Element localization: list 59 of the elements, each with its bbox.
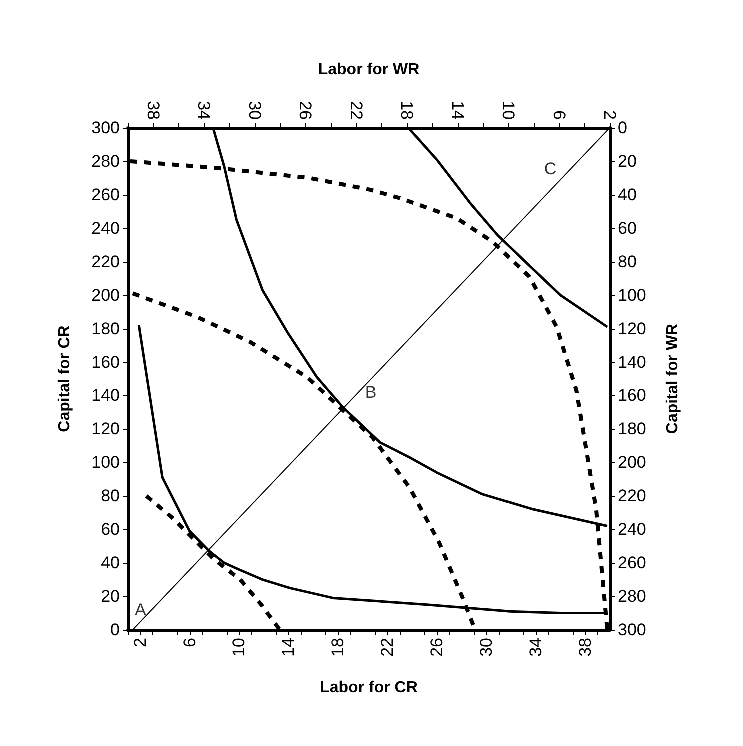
y-tick-label: 160: [92, 352, 120, 372]
x-axis-title: Labor for CR: [320, 680, 418, 696]
y-tick-label: 20: [101, 587, 120, 606]
x-tick-label: 6: [180, 638, 200, 648]
y2-tick-label: 80: [618, 252, 637, 272]
y2-tick-label: 0: [618, 118, 628, 138]
x-tick-label: 30: [476, 638, 496, 657]
y-tick-label: 120: [92, 420, 120, 439]
x2-axis-title: Labor for WR: [318, 62, 420, 78]
x2-tick-label: 10: [499, 101, 518, 120]
annotation: B: [365, 383, 377, 402]
y-tick-label: 240: [92, 218, 120, 238]
y2-tick-label: 300: [618, 620, 646, 640]
annotation: C: [544, 160, 557, 179]
y-tick-label: 200: [92, 286, 120, 305]
x2-tick-label: 14: [448, 101, 468, 120]
x2-tick-label: 30: [245, 101, 264, 120]
x-tick-label: 2: [130, 638, 150, 648]
y-tick-label: 280: [92, 152, 120, 171]
y-tick-label: 100: [92, 453, 120, 472]
x-tick-label: 26: [427, 638, 446, 657]
x2-tick-label: 38: [144, 101, 163, 120]
y-tick-label: 140: [92, 386, 120, 406]
y-tick-label: 180: [92, 319, 120, 338]
y2-tick-label: 40: [618, 185, 637, 204]
x-tick-label: 38: [576, 638, 595, 657]
y2-tick-label: 20: [618, 152, 637, 171]
y-tick-label: 40: [101, 554, 120, 573]
y2-tick-label: 120: [618, 319, 646, 338]
y-axis-title: Capital for CR: [56, 325, 74, 432]
y-tick-label: 0: [110, 620, 120, 640]
y2-tick-label: 160: [618, 386, 646, 406]
x2-tick-label: 18: [398, 101, 417, 120]
y2-tick-label: 280: [618, 587, 646, 606]
y2-tick-label: 260: [618, 554, 646, 573]
x2-tick-label: 6: [550, 110, 569, 120]
x-tick-label: 18: [328, 638, 348, 657]
y2-tick-label: 200: [618, 453, 646, 472]
x-tick-label: 14: [279, 638, 298, 657]
y2-tick-label: 100: [618, 286, 646, 305]
x-tick-label: 10: [230, 638, 249, 657]
x2-tick-label: 34: [194, 101, 214, 120]
x-tick-label: 22: [378, 638, 398, 657]
x2-tick-label: 26: [296, 101, 316, 120]
y-tick-label: 260: [92, 185, 120, 204]
y2-tick-label: 180: [618, 420, 646, 439]
y-tick-label: 300: [92, 118, 120, 138]
y2-tick-label: 60: [618, 218, 637, 238]
y-tick-label: 60: [101, 520, 120, 540]
y2-tick-label: 140: [618, 352, 646, 372]
y-tick-label: 80: [101, 486, 120, 506]
x2-tick-label: 2: [600, 110, 620, 120]
x2-tick-label: 22: [346, 101, 366, 120]
y2-tick-label: 240: [618, 520, 646, 540]
x-tick-label: 34: [526, 638, 546, 657]
y2-axis-title: Capital for WR: [664, 323, 682, 434]
y-tick-label: 220: [92, 252, 120, 272]
y2-tick-label: 220: [618, 486, 646, 506]
annotation: A: [134, 600, 147, 620]
